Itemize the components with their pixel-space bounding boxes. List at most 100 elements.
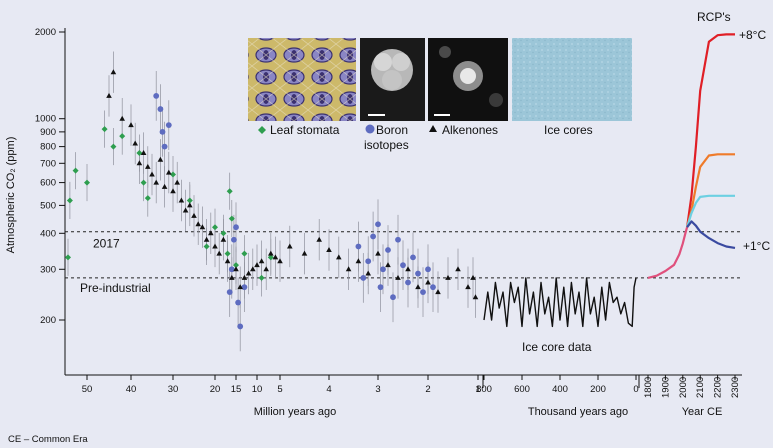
alkenones-point	[149, 171, 155, 177]
boron-isotopes-point	[355, 243, 362, 250]
boron-isotopes-point	[420, 289, 426, 295]
alkenones-point	[233, 266, 239, 272]
x-tick-label-year-ce-2300: 2300	[730, 377, 741, 398]
x-tick-label-year-ce-1900: 1900	[660, 377, 671, 398]
alkenones-point	[472, 294, 479, 300]
x-tick-label-million-years-5: 5	[277, 384, 282, 395]
alkenones-point	[119, 115, 125, 121]
boron-isotopes-point	[400, 262, 406, 269]
leaf-stomata-point	[186, 197, 193, 204]
leaf-stomata-point	[228, 215, 235, 222]
alkenones-point	[153, 179, 159, 185]
rcp-title: RCP's	[697, 10, 731, 24]
alkenones-point	[385, 262, 391, 268]
rcp60-line	[686, 153, 735, 228]
alkenones-point	[128, 122, 134, 128]
legend-marker-alkenones	[429, 125, 437, 132]
alkenones-point	[161, 183, 168, 189]
x-tick-label-thousand-years-400: 400	[552, 384, 568, 395]
alkenones-point	[250, 266, 256, 272]
x-tick-label-thousand-years-600: 600	[514, 384, 530, 395]
ice-cores-image	[512, 38, 632, 121]
alkenones-point	[345, 266, 352, 272]
alkenones-point	[425, 279, 431, 285]
boron-isotopes-point	[159, 128, 166, 135]
leaf-stomata-point	[144, 195, 151, 202]
alkenones-point	[110, 69, 117, 75]
alkenones-point	[140, 150, 147, 156]
alkenones-point	[191, 212, 197, 218]
alkenones-point	[395, 274, 401, 280]
x-tick-label-thousand-years-200: 200	[590, 384, 606, 395]
legend-label-ice-cores: Ice cores	[544, 123, 593, 137]
x-tick-label-thousand-years-0: 0	[633, 384, 638, 395]
y-tick-label-700: 700	[40, 158, 56, 169]
footnote: CE – Common Era	[8, 434, 88, 445]
x-axis-title-year-ce: Year CE	[682, 406, 723, 418]
leaf-stomata-point	[72, 167, 79, 174]
alkenones-point	[220, 236, 227, 242]
boron-isotopes-point	[241, 284, 248, 291]
leaf-stomata-point	[101, 126, 108, 133]
alkenones-point	[415, 284, 421, 290]
boron-isotopes-point	[165, 122, 172, 129]
boron-isotopes-image	[360, 38, 425, 121]
alkenones-point	[365, 270, 371, 276]
ice-core-data-label: Ice core data	[522, 340, 592, 354]
rcp-low-label: +1°C	[743, 239, 770, 253]
x-tick-label-year-ce-2000: 2000	[678, 377, 689, 398]
x-tick-label-million-years-3: 3	[375, 384, 380, 395]
boron-isotopes-point	[157, 106, 164, 112]
alkenones-point	[166, 169, 172, 175]
x-tick-label-million-years-4: 4	[326, 384, 331, 395]
y-axis-title: Atmospheric CO₂ (ppm)	[5, 137, 17, 254]
alkenones-point	[182, 207, 189, 213]
alkenones-point	[229, 274, 235, 280]
alkenones-point	[301, 250, 308, 256]
alkenones-image	[428, 38, 508, 121]
x-axis-title-million-years: Million years ago	[254, 406, 337, 418]
x-axis-title-thousand-years: Thousand years ago	[528, 406, 628, 418]
legend-images	[248, 38, 632, 121]
leaf-stomata-point	[66, 197, 73, 204]
y-tick-label-400: 400	[40, 228, 56, 239]
y-tick-label-600: 600	[40, 178, 56, 189]
boron-isotopes-point	[153, 92, 160, 99]
leaf-stomata-point	[233, 262, 239, 269]
boron-isotopes-point	[415, 270, 421, 277]
alkenones-point	[465, 284, 471, 290]
leaf-stomata-point	[84, 179, 90, 186]
alkenones-point	[258, 258, 265, 264]
x-tick-label-million-years-1: 1	[475, 384, 480, 395]
ice-core-line	[483, 277, 637, 328]
alkenones-point	[445, 274, 451, 280]
x-tick-label-million-years-20: 20	[210, 384, 221, 395]
leaf-stomata-point	[220, 230, 227, 237]
leaf-stomata-point	[119, 133, 126, 140]
y-tick-label-2000: 2000	[35, 27, 56, 38]
boron-isotopes-point	[425, 266, 431, 273]
boron-isotopes-point	[370, 233, 376, 240]
alkenones-point	[375, 250, 381, 256]
alkenones-point	[470, 274, 476, 280]
alkenones-point	[157, 156, 164, 162]
alkenones-point	[254, 262, 260, 268]
y-tick-label-300: 300	[40, 264, 56, 275]
alkenones-point	[355, 258, 362, 264]
boron-isotopes-point	[237, 323, 244, 330]
data-lines	[483, 33, 736, 328]
boron-isotopes-point	[226, 289, 233, 295]
alkenones-point	[287, 243, 293, 249]
alkenones-point	[241, 274, 248, 280]
leaf-stomata-point	[140, 179, 147, 186]
leaf-stomata-point	[241, 250, 248, 257]
x-tick-label-million-years-10: 10	[252, 384, 263, 395]
alkenones-point	[187, 202, 193, 208]
legend-marker-leaf-stomata	[258, 126, 266, 134]
alkenones-point	[208, 230, 214, 236]
boron-isotopes-point	[228, 266, 235, 273]
boron-isotopes-point	[231, 236, 237, 243]
alkenones-point	[435, 289, 441, 295]
boron-isotopes-point	[375, 221, 381, 228]
